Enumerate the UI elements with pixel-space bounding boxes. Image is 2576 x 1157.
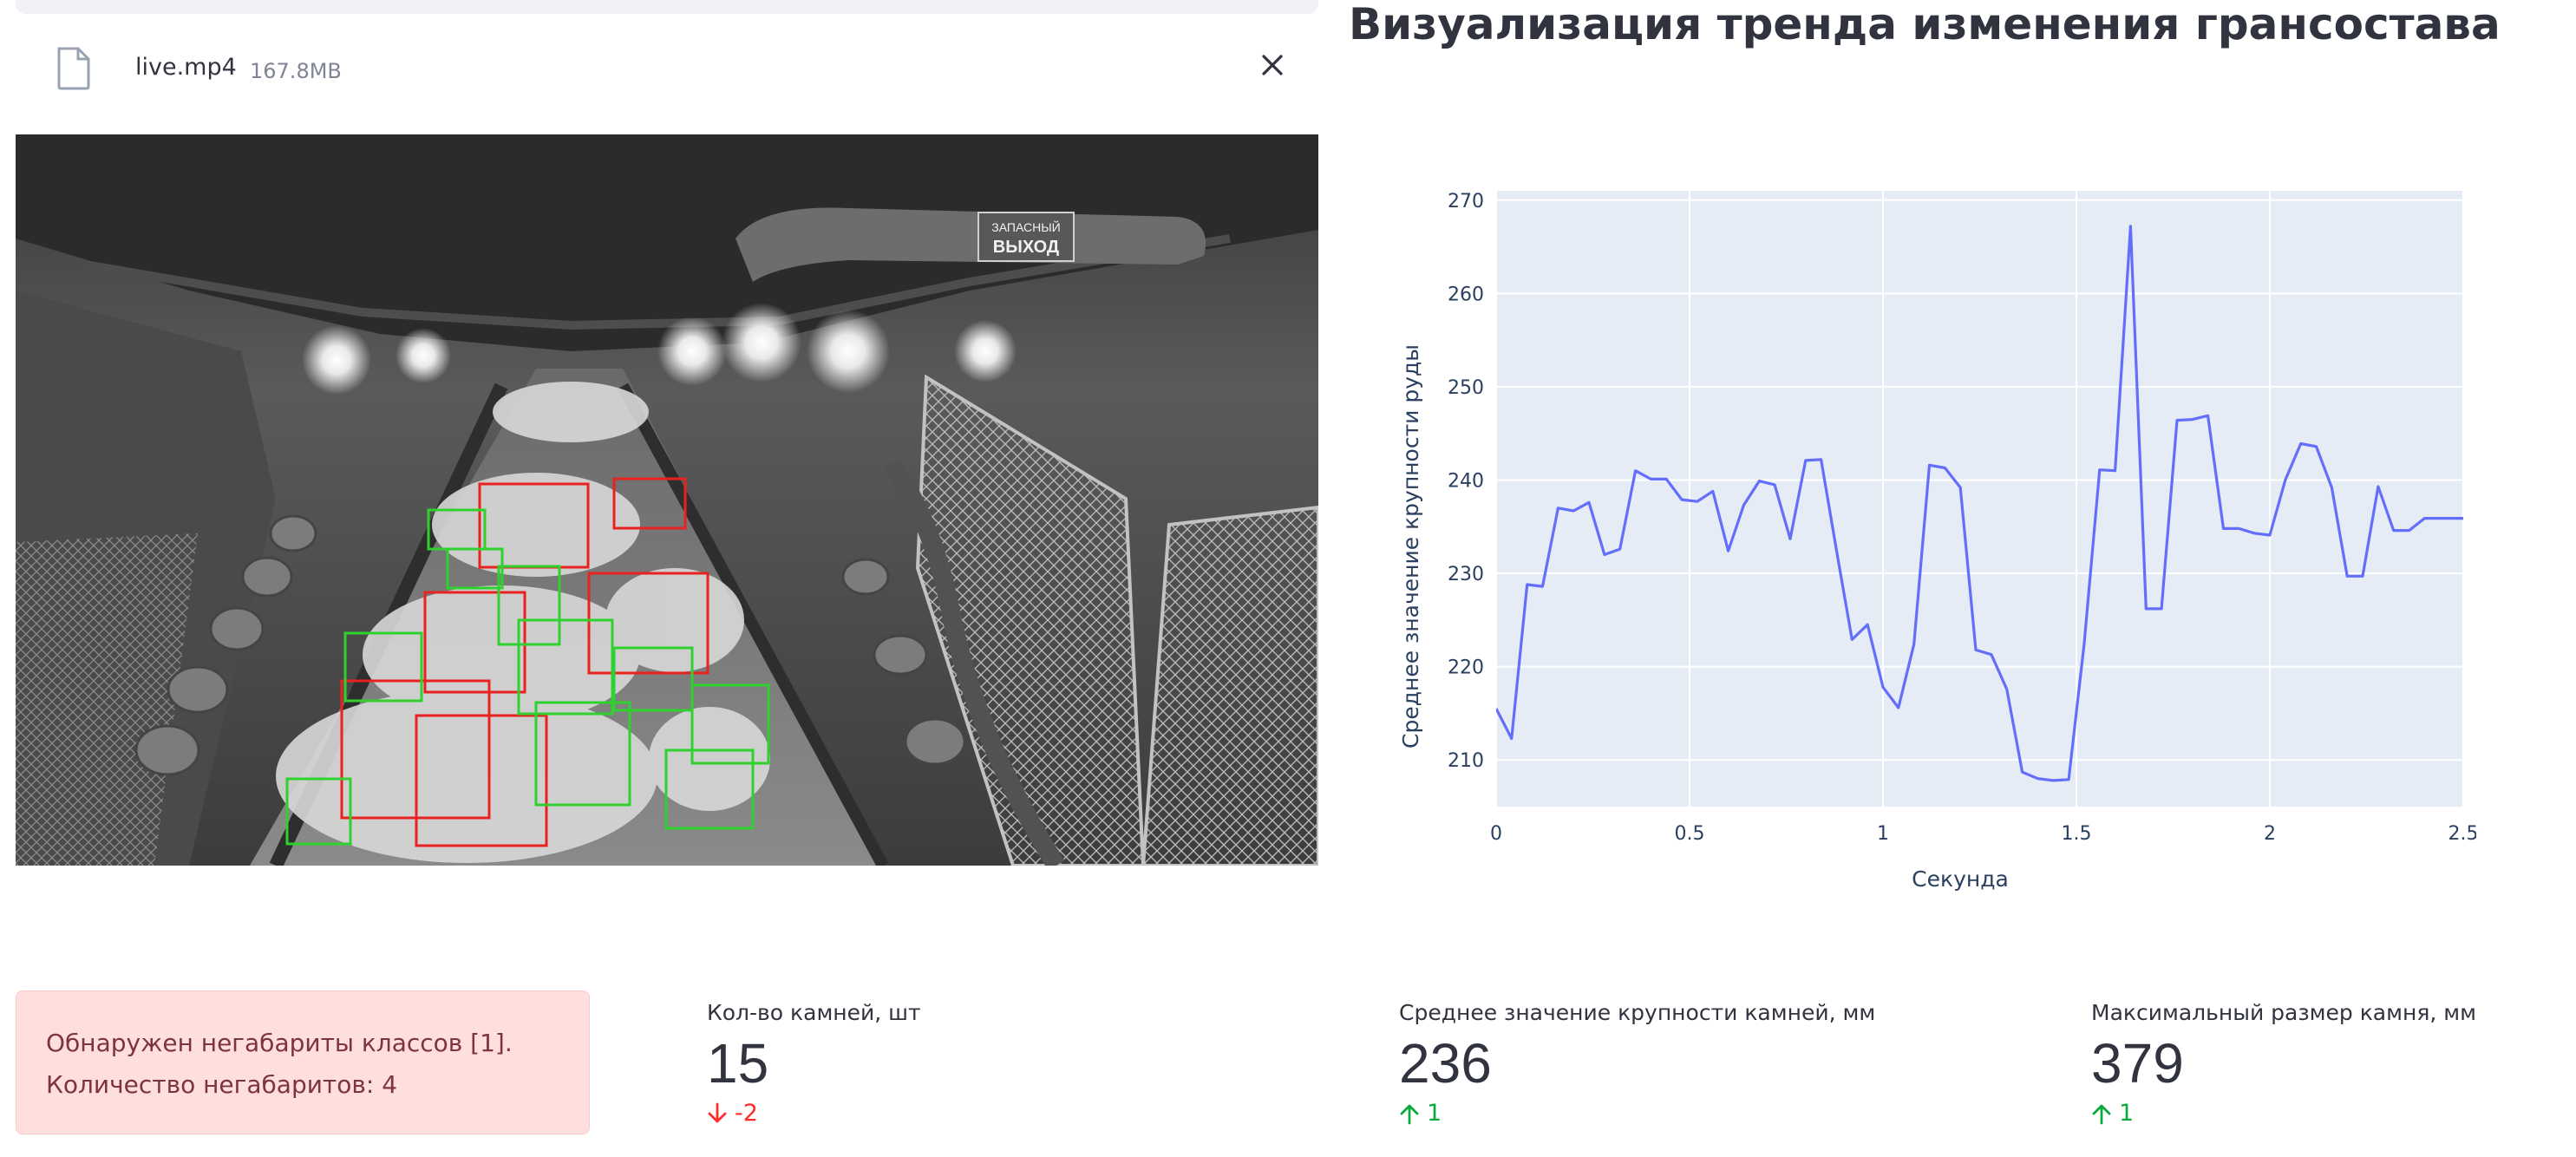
metric-label: Кол-во камней, шт <box>707 1000 921 1025</box>
file-name: live.mp4 <box>135 54 237 81</box>
chart-y-tick-label: 210 <box>1448 750 1484 772</box>
chart-x-tick-label: 0 <box>1490 823 1502 845</box>
chart-y-tick-label: 260 <box>1448 284 1484 305</box>
chart-x-axis-label: Секунда <box>1912 866 2009 892</box>
chart-x-tick-label: 1 <box>1877 823 1889 845</box>
remove-file-button[interactable] <box>1251 43 1294 87</box>
metric-stone-count: Кол-во камней, шт 15 -2 <box>707 997 921 1129</box>
uploader-dropzone-edge <box>16 0 1318 14</box>
metric-delta-value: -2 <box>735 1100 758 1127</box>
chart-y-tick-label: 270 <box>1448 191 1484 212</box>
detection-box <box>534 701 631 807</box>
close-icon <box>1262 55 1283 75</box>
detection-box <box>612 646 694 712</box>
detection-box-oversize <box>423 591 526 694</box>
metric-delta-value: 1 <box>1427 1100 1442 1127</box>
chart-y-tick-label: 250 <box>1448 377 1484 399</box>
detection-box-oversize <box>612 477 687 530</box>
metric-value: 15 <box>707 1032 769 1095</box>
chart-x-tick-label: 2.5 <box>2449 823 2477 845</box>
exit-sign <box>977 212 1075 262</box>
detection-box <box>517 618 614 716</box>
detection-box <box>690 683 770 765</box>
arrow-up-icon <box>1400 1104 1419 1125</box>
metric-label: Максимальный размер камня, мм <box>2091 1000 2476 1025</box>
chart-x-tick-label: 0.5 <box>1675 823 1705 845</box>
file-size: 167.8MB <box>250 59 342 83</box>
video-frame: ЗАПАСНЫЙ ВЫХОД <box>16 134 1318 866</box>
chart-y-axis-label: Среднее значение крупности руды <box>1398 344 1423 748</box>
arrow-up-icon <box>2092 1104 2111 1125</box>
chart-y-tick-label: 240 <box>1448 470 1484 492</box>
metric-value: 379 <box>2091 1032 2184 1095</box>
chart-x-tick-label: 2 <box>2264 823 2276 845</box>
detection-box-oversize <box>415 714 548 847</box>
metric-delta: 1 <box>1399 1098 1875 1129</box>
chart-series-line <box>1496 225 2463 782</box>
chart-y-tick-label: 220 <box>1448 657 1484 679</box>
page-title: Визуализация тренда изменения грансостав… <box>1349 0 2501 49</box>
detection-box <box>343 631 423 703</box>
metric-delta: 1 <box>2091 1098 2476 1129</box>
alert-line-count: Количество негабаритов: 4 <box>46 1070 398 1099</box>
exit-sign-line1: ЗАПАСНЫЙ <box>991 219 1060 234</box>
metric-value: 236 <box>1399 1032 1492 1095</box>
metric-delta: -2 <box>707 1098 921 1129</box>
detection-box <box>446 547 504 590</box>
metric-label: Среднее значение крупности камней, мм <box>1399 1000 1876 1025</box>
metric-max-size: Максимальный размер камня, мм 379 1 <box>2091 997 2476 1129</box>
oversize-alert: Обнаружен негабариты классов [1]. Количе… <box>16 990 590 1134</box>
exit-sign-line2: ВЫХОД <box>993 238 1059 257</box>
detection-box <box>285 777 352 846</box>
detection-box <box>664 748 755 830</box>
chart-x-tick-label: 1.5 <box>2062 823 2092 845</box>
alert-line-classes: Обнаружен негабариты классов [1]. <box>46 1029 513 1057</box>
detection-box-oversize <box>587 572 709 675</box>
metric-delta-value: 1 <box>2119 1100 2135 1127</box>
chart-y-tick-label: 230 <box>1448 564 1484 585</box>
metric-average-size: Среднее значение крупности камней, мм 23… <box>1399 997 1875 1129</box>
file-icon <box>56 47 92 90</box>
detection-box <box>497 565 561 646</box>
arrow-down-icon <box>708 1102 727 1123</box>
chart-plot-area <box>1496 191 2463 807</box>
uploaded-file-row: live.mp4 167.8MB <box>16 35 1318 97</box>
trend-chart[interactable]: 210 220 230 240 250 260 270 0 0.5 1 1.5 2 2.5 Секунд… <box>1349 139 2476 919</box>
